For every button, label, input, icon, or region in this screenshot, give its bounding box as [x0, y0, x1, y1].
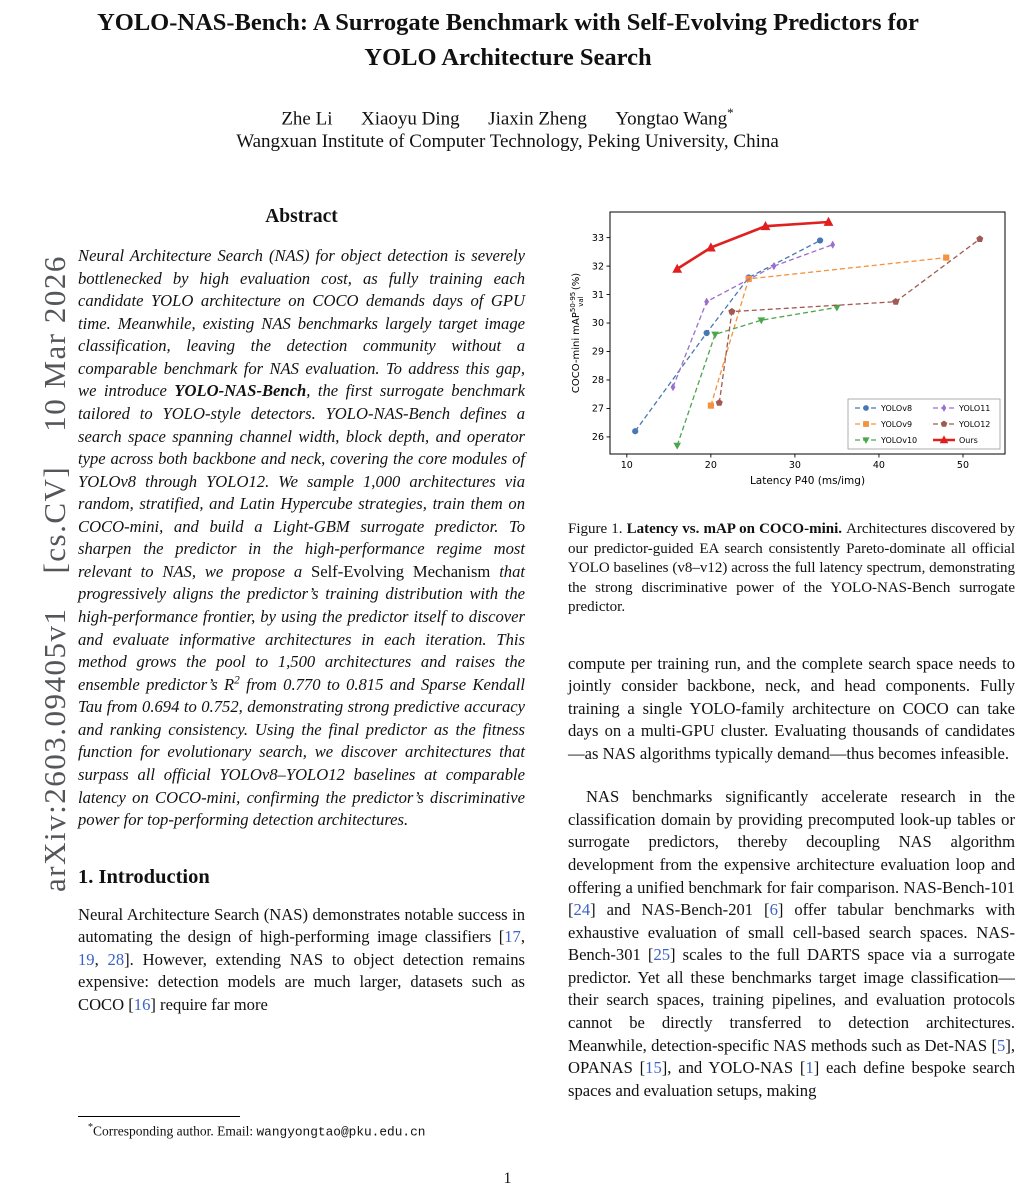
legend-label-YOLO12: YOLO12 [958, 420, 990, 429]
text-segment: ] offer tabular benchmarks with exhausti… [568, 900, 1015, 965]
footnote-rule [78, 1116, 240, 1117]
author-line: Zhe Li Xiaoyu Ding Jiaxin Zheng Yongtao … [0, 105, 1015, 130]
y-tick-label: 32 [592, 261, 604, 272]
footnote-body: Corresponding author. Email: [93, 1123, 257, 1139]
figure-1: 10 20 30 40 50 26 27 28 29 30 31 32 33 Latency P40 (m… [568, 200, 1015, 618]
corresponding-author-mark: * [727, 105, 734, 120]
right-column: 10 20 30 40 50 26 27 28 29 30 31 32 33 Latency P40 (m… [568, 200, 1015, 1102]
y-tick-label: 31 [592, 290, 604, 301]
figure-label: Figure 1. [568, 521, 627, 537]
author-names: Zhe Li Xiaoyu Ding Jiaxin Zheng Yongtao … [281, 108, 728, 130]
text-segment: ] each define bespoke search spaces and … [568, 1058, 1015, 1100]
legend-label-Ours: Ours [959, 436, 978, 445]
latency-vs-map-chart: 10 20 30 40 50 26 27 28 29 30 31 32 33 Latency P40 (m… [569, 211, 1006, 487]
x-tick-label: 40 [873, 460, 885, 471]
paper-title: YOLO-NAS-Bench: A Surrogate Benchmark wi… [97, 9, 919, 71]
figure-caption-text: Architectures discovered by our predicto… [568, 521, 1015, 615]
text-segment: ] require far more [150, 994, 268, 1014]
text-segment: NAS benchmarks significantly accelerate … [568, 787, 1015, 920]
text-segment: Neural Architecture Search (NAS) for obj… [78, 246, 525, 401]
intro-paragraph: Neural Architecture Search (NAS) demonst… [78, 904, 525, 1017]
y-axis-label: COCO-mini mAP50-95val (%) [569, 273, 585, 393]
text-segment: ] and NAS-Bench-201 [ [590, 900, 770, 920]
body-paragraph-2: NAS benchmarks significantly accelerate … [568, 786, 1015, 1102]
series-line-YOLOv10 [676, 306, 838, 446]
x-tick-label: 10 [621, 460, 633, 471]
text-segment: YOLO-NAS-Bench [174, 381, 307, 401]
y-tick-label: 30 [592, 318, 604, 329]
arxiv-watermark: arXiv:2603.09405v1 [cs.CV] 10 Mar 2026 [37, 255, 72, 892]
affiliation: Wangxuan Institute of Computer Technolog… [236, 131, 779, 152]
citation-5[interactable]: 5 [997, 1035, 1006, 1055]
page-number: 1 [503, 1170, 512, 1187]
series-line-Ours [676, 220, 829, 270]
footnote-marker: * [88, 1122, 93, 1133]
legend-label-YOLOv8: YOLOv8 [880, 404, 912, 413]
text-segment: ] scales to the full DARTS space via a s… [568, 945, 1015, 1055]
text-segment: 2 [234, 674, 240, 687]
x-axis-label: Latency P40 (ms/img) [750, 475, 865, 487]
citation-15[interactable]: 15 [645, 1058, 662, 1078]
y-tick-label: 26 [592, 432, 604, 443]
legend-label-YOLOv9: YOLOv9 [880, 420, 912, 429]
text-segment: , [520, 927, 525, 947]
citation-19[interactable]: 19 [78, 949, 95, 969]
left-column: Abstract Neural Architecture Search (NAS… [78, 206, 525, 1016]
citation-16[interactable]: 16 [133, 994, 151, 1014]
text-segment: ], OPANAS [ [568, 1035, 1015, 1078]
body-paragraph-1: compute per training run, and the comple… [568, 653, 1015, 763]
footnote: *Corresponding author. Email: wangyongta… [78, 1116, 525, 1140]
citation-17[interactable]: 17 [504, 927, 521, 947]
abstract-heading: Abstract [265, 206, 338, 227]
y-tick-label: 27 [592, 404, 604, 415]
abstract-text: Neural Architecture Search (NAS) for obj… [78, 245, 525, 832]
y-tick-label: 29 [592, 347, 604, 358]
y-tick-label: 28 [592, 375, 604, 386]
citation-6[interactable]: 6 [769, 900, 778, 920]
text-segment: , the first surrogate benchmark tailored… [78, 381, 526, 581]
email-link[interactable]: wangyongtao@pku.edu.cn [256, 1124, 426, 1140]
section-heading-introduction: 1. Introduction [78, 865, 210, 888]
text-segment: ], and YOLO-NAS [ [661, 1058, 806, 1078]
text-segment: that progressively aligns the predictor’… [78, 561, 526, 694]
citation-1[interactable]: 1 [805, 1058, 814, 1078]
series-line-YOLOv8 [634, 239, 821, 432]
text-segment: Self-Evolving Mechanism [310, 561, 491, 581]
text-segment: from 0.770 to 0.815 and Sparse Kendall T… [78, 674, 525, 830]
x-tick-label: 30 [789, 460, 801, 471]
x-tick-label: 20 [705, 460, 717, 471]
citation-25[interactable]: 25 [653, 945, 671, 965]
figure-1-caption: Figure 1. Latency vs. mAP on COCO-mini. … [568, 520, 1015, 618]
citation-28[interactable]: 28 [107, 949, 125, 969]
legend-label-YOLO11: YOLO11 [958, 404, 990, 413]
citation-24[interactable]: 24 [573, 900, 591, 920]
legend-label-YOLOv10: YOLOv10 [880, 436, 917, 445]
series-line-YOLO11 [672, 244, 833, 388]
footnote-text: *Corresponding author. Email: wangyongta… [78, 1122, 525, 1140]
text-segment: , [94, 949, 108, 969]
figure-caption-bold: Latency vs. mAP on COCO-mini. [626, 521, 847, 537]
x-tick-label: 50 [957, 460, 969, 471]
text-segment: Neural Architecture Search (NAS) demonst… [78, 904, 525, 947]
series-line-YOLO12 [718, 238, 981, 403]
text-segment: ]. However, extending NAS to object dete… [78, 949, 525, 1014]
y-tick-label: 33 [592, 233, 604, 244]
